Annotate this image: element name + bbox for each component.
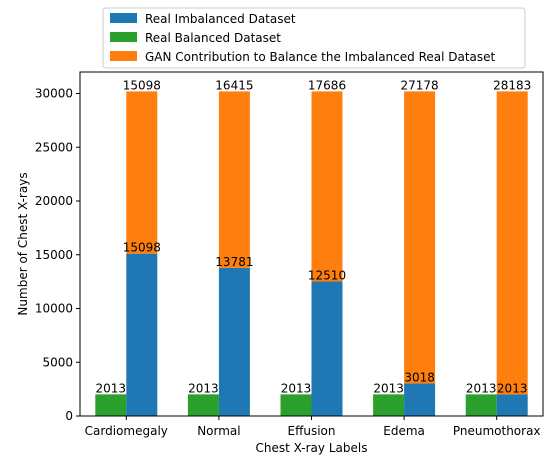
legend-label: Real Balanced Dataset xyxy=(145,31,281,45)
y-tick-label: 0 xyxy=(65,409,73,423)
y-axis-title: Number of Chest X-rays xyxy=(16,172,30,315)
bar-balanced-edema xyxy=(373,394,405,416)
label-gan-pneumothorax: 28183 xyxy=(493,78,531,92)
y-tick-label: 25000 xyxy=(35,140,73,154)
label-gan-edema: 27178 xyxy=(401,78,439,92)
legend-label: GAN Contribution to Balance the Imbalanc… xyxy=(145,50,496,64)
label-balanced-effusion: 2013 xyxy=(281,381,312,395)
label-balanced-pneumothorax: 2013 xyxy=(466,381,497,395)
legend-swatch xyxy=(110,32,137,42)
bar-gan-cardiomegaly xyxy=(126,91,158,254)
legend-swatch xyxy=(110,51,137,61)
x-axis-title: Chest X-ray Labels xyxy=(256,441,368,455)
imbalanced-bars xyxy=(126,253,528,416)
x-tick-label-pneumothorax: Pneumothorax xyxy=(453,424,541,438)
label-imbalanced-pneumothorax: 2013 xyxy=(497,381,528,395)
bar-imbalanced-edema xyxy=(404,383,436,416)
label-imbalanced-edema: 3018 xyxy=(404,371,435,385)
balanced-bars xyxy=(95,394,497,416)
label-imbalanced-cardiomegaly: 15098 xyxy=(123,241,161,255)
bar-balanced-normal xyxy=(187,394,219,416)
plot-area: 2013 15098 15098 2013 13781 16415 2013 12510 176… xyxy=(95,78,531,416)
bar-imbalanced-normal xyxy=(218,267,250,416)
x-tick-label-effusion: Effusion xyxy=(288,424,336,438)
bar-gan-normal xyxy=(218,91,250,268)
y-axis-ticks: 0 5000 10000 15000 20000 25000 30000 xyxy=(35,87,80,423)
bar-imbalanced-pneumothorax xyxy=(496,394,528,416)
bar-gan-effusion xyxy=(311,91,343,282)
y-tick-label: 20000 xyxy=(35,194,73,208)
x-tick-label-edema: Edema xyxy=(383,424,425,438)
bar-imbalanced-effusion xyxy=(311,281,343,416)
legend: Real Imbalanced Dataset Real Balanced Dat… xyxy=(102,7,526,69)
y-tick-label: 5000 xyxy=(42,355,73,369)
legend-box xyxy=(102,7,526,69)
label-balanced-cardiomegaly: 2013 xyxy=(96,381,127,395)
data-labels: 2013 15098 15098 2013 13781 16415 2013 12510 176… xyxy=(96,78,532,395)
legend-items: Real Imbalanced Dataset Real Balanced Dat… xyxy=(110,12,496,64)
x-axis-ticks: Cardiomegaly Normal Effusion Edema Pneumotho… xyxy=(85,416,541,438)
label-balanced-normal: 2013 xyxy=(188,381,219,395)
bar-balanced-cardiomegaly xyxy=(95,394,127,416)
bar-imbalanced-cardiomegaly xyxy=(126,253,158,416)
y-tick-label: 30000 xyxy=(35,87,73,101)
bar-gan-edema xyxy=(404,91,436,384)
y-tick-label: 10000 xyxy=(35,302,73,316)
x-tick-label-cardiomegaly: Cardiomegaly xyxy=(85,424,168,438)
legend-swatch xyxy=(110,13,137,23)
bar-gan-pneumothorax xyxy=(496,91,528,395)
legend-label: Real Imbalanced Dataset xyxy=(145,12,296,26)
label-balanced-edema: 2013 xyxy=(373,381,404,395)
label-gan-cardiomegaly: 15098 xyxy=(123,78,161,92)
bar-balanced-effusion xyxy=(280,394,312,416)
label-gan-effusion: 17686 xyxy=(308,78,346,92)
label-gan-normal: 16415 xyxy=(215,78,253,92)
label-imbalanced-normal: 13781 xyxy=(215,255,253,269)
gan-contribution-bars xyxy=(126,91,528,395)
label-imbalanced-effusion: 12510 xyxy=(308,269,346,283)
bar-balanced-pneumothorax xyxy=(465,394,497,416)
x-tick-label-normal: Normal xyxy=(197,424,240,438)
y-tick-label: 15000 xyxy=(35,248,73,262)
